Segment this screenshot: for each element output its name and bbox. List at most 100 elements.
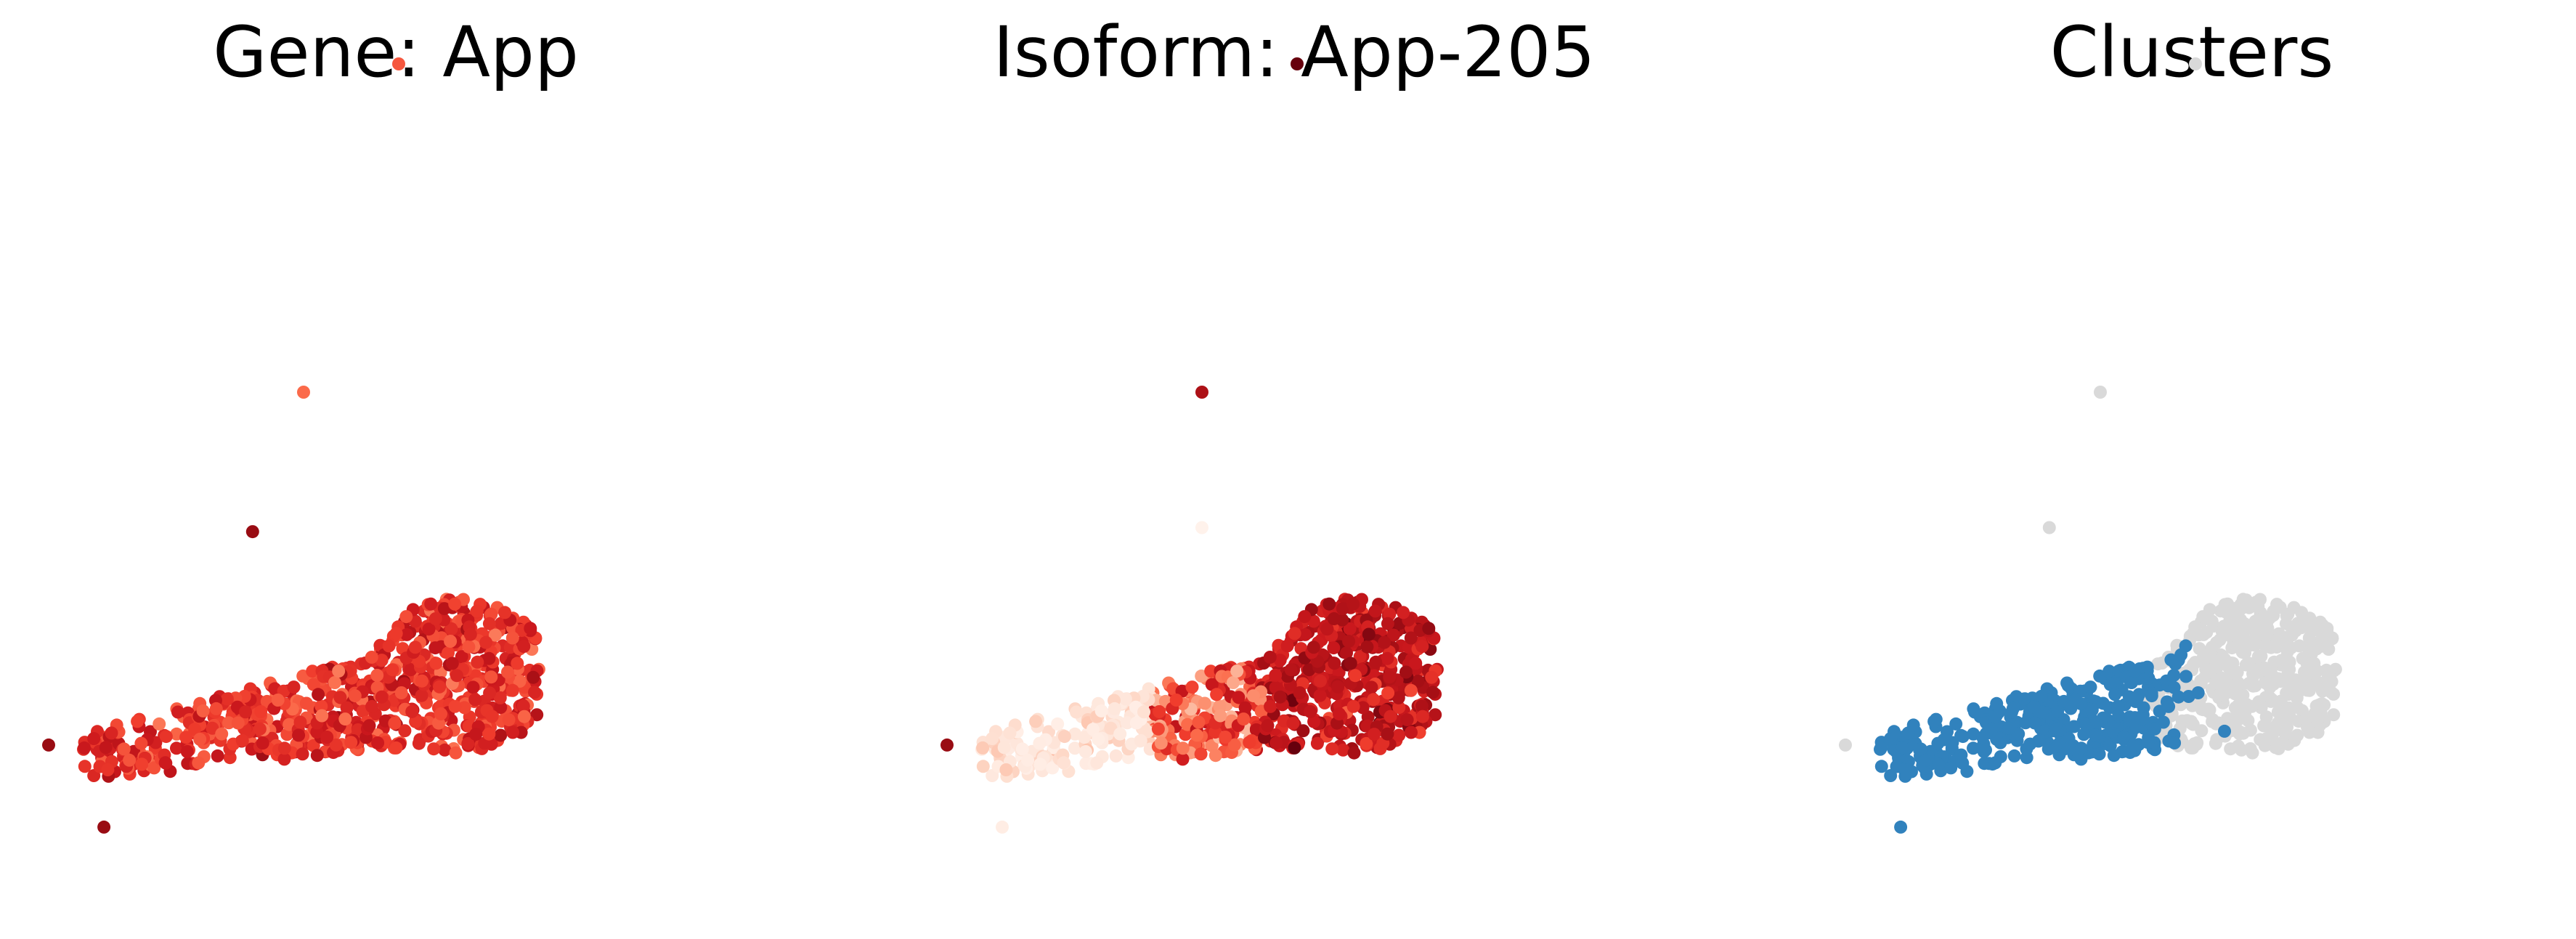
scatter-point (1347, 746, 1361, 760)
scatter-point (999, 763, 1013, 776)
scatter-point (211, 749, 224, 763)
scatter-point (1346, 597, 1360, 611)
scatter-point (2132, 688, 2146, 702)
outlier-point (1839, 738, 1852, 752)
scatter-point (320, 731, 334, 744)
scatter-point (2320, 622, 2334, 635)
scatter-point (209, 702, 223, 715)
scatter-point (2258, 736, 2272, 750)
scatter-point (117, 742, 131, 756)
scatter-point (1078, 745, 1092, 758)
scatter-point (455, 650, 468, 664)
scatter-point (483, 686, 497, 700)
scatter-point (2295, 606, 2309, 619)
scatter-point (1288, 627, 1301, 641)
scatter-point (2007, 749, 2021, 763)
scatter-point (1874, 741, 1888, 755)
scatter-point (1404, 631, 1418, 645)
scatter-point (386, 663, 399, 677)
scatter-point (1392, 728, 1406, 742)
panel-title-clusters: Clusters (2050, 12, 2334, 93)
scatter-point (1898, 763, 1911, 776)
scatter-point (1977, 745, 1991, 758)
scatter-point (1386, 628, 1400, 642)
scatter-point (1392, 701, 1406, 715)
scatter-point (400, 627, 414, 641)
scatter-point (315, 709, 329, 723)
scatter-point (2225, 612, 2239, 625)
scatter-point (188, 723, 201, 736)
scatter-point (2231, 707, 2244, 720)
scatter-point (338, 712, 352, 726)
panel-isoform-app-205: Isoform: App-205 (940, 12, 1596, 834)
scatter-point (422, 622, 436, 636)
scatter-point (314, 699, 328, 713)
scatter-point (438, 743, 452, 757)
scatter-point (192, 756, 206, 770)
scatter-point (2241, 622, 2255, 635)
scatter-point (312, 688, 325, 702)
scatter-point (2186, 627, 2200, 641)
scatter-point (2179, 639, 2193, 653)
scatter-point (2299, 713, 2312, 727)
scatter-point (1179, 728, 1192, 741)
scatter-point (1108, 702, 1121, 715)
scatter-point (1411, 675, 1425, 688)
scatter-point (502, 713, 516, 727)
scatter-point (1336, 743, 1350, 757)
scatter-point (1169, 694, 1183, 707)
scatter-point (2205, 641, 2219, 654)
scatter-point (1322, 597, 1336, 611)
scatter-point (171, 705, 184, 719)
scatter-point (1327, 612, 1341, 625)
scatter-point (222, 716, 235, 730)
outlier-point (940, 738, 954, 752)
scatter-point (1378, 635, 1391, 649)
scatter-point (299, 696, 313, 710)
scatter-point (1381, 686, 1395, 700)
scatter-point (365, 699, 379, 713)
scatter-point (1343, 622, 1357, 635)
scatter-point (2219, 622, 2232, 636)
scatter-point (2327, 708, 2341, 722)
scatter-point (2196, 610, 2210, 624)
scatter-point (1340, 646, 1353, 660)
scatter-point (382, 639, 396, 653)
scatter-point (2263, 680, 2277, 694)
scatter-point (1208, 725, 1222, 739)
scatter-point (2162, 699, 2176, 713)
scatter-point (470, 604, 484, 618)
scatter-point (2259, 640, 2272, 654)
scatter-point (1304, 704, 1317, 718)
scatter-point (1310, 736, 1324, 750)
scatter-point (220, 692, 234, 706)
scatter-point (2280, 686, 2293, 700)
scatter-point (482, 651, 496, 665)
scatter-point (2251, 650, 2265, 664)
scatter-point (2307, 657, 2321, 670)
scatter-point (1405, 725, 1418, 739)
scatter-point (434, 707, 447, 720)
scatter-point (409, 715, 423, 728)
scatter-point (1194, 747, 1208, 761)
scatter-point (1307, 715, 1321, 728)
scatter-point (1426, 686, 1439, 699)
scatter-point (450, 669, 463, 683)
scatter-point (2242, 657, 2256, 670)
scatter-point (408, 641, 422, 654)
scatter-point (2202, 704, 2216, 718)
scatter-point (2108, 688, 2122, 702)
scatter-point (231, 716, 245, 730)
scatter-point (1968, 705, 1981, 719)
scatter-point (2145, 689, 2158, 703)
scatter-point (2234, 602, 2248, 616)
scatter-point (2111, 699, 2125, 713)
scatter-point (1333, 707, 1346, 720)
scatter-point (2032, 733, 2046, 747)
scatter-point (1353, 650, 1367, 664)
scatter-point (1346, 699, 1360, 713)
scatter-point (1092, 733, 1105, 746)
scatter-point (362, 719, 376, 733)
scatter-point (1263, 651, 1277, 664)
scatter-point (2290, 691, 2304, 704)
